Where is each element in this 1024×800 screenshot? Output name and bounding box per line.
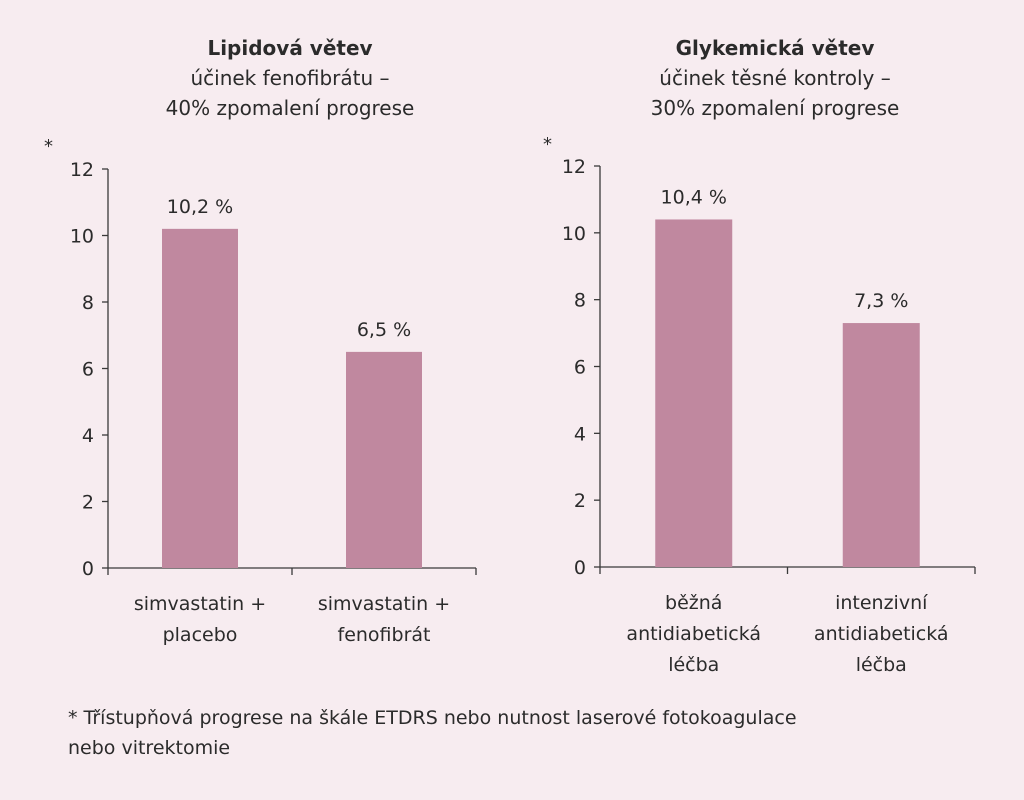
y-tick-label: 4 [574, 423, 586, 445]
footnote: * Třístupňová progrese na škále ETDRS ne… [68, 703, 948, 763]
data-label: 7,3 % [854, 290, 908, 312]
y-axis-label: * [543, 134, 552, 155]
y-tick-label: 6 [82, 359, 94, 381]
footnote-line2: nebo vitrektomie [68, 737, 231, 759]
y-tick-label: 2 [82, 492, 94, 514]
bar [162, 228, 238, 568]
chart-subtitle-line2: 30% zpomalení progrese [650, 96, 900, 120]
x-category-label: běžná [665, 592, 722, 614]
y-tick-label: 0 [82, 558, 94, 580]
y-tick-label: 12 [562, 156, 586, 178]
chart-title-glycemic: Glykemická větev účinek těsné kontroly –… [585, 33, 965, 123]
bar [346, 351, 422, 568]
y-tick-label: 2 [574, 490, 586, 512]
bar-chart-glycemic: 0 2 4 6 8 10 12 * 10,4 % běžná antidiabetická léčba… [543, 134, 976, 676]
x-category-label: léčba [668, 654, 719, 676]
bar [655, 219, 733, 567]
x-category-label: placebo [163, 624, 238, 646]
bar [842, 323, 920, 567]
chart-title-lipid: Lipidová větev účinek fenofibrátu – 40% … [100, 33, 480, 123]
chart-subtitle-line2: 40% zpomalení progrese [165, 96, 415, 120]
y-tick-label: 0 [574, 557, 586, 579]
chart-subtitle-line1: účinek těsné kontroly – [659, 66, 891, 90]
chart-title: Lipidová větev [207, 36, 373, 60]
y-axis-label: * [44, 136, 53, 157]
x-category-label: simvastatin + [134, 593, 266, 615]
y-tick-label: 10 [70, 226, 94, 248]
x-category-label: léčba [856, 654, 907, 676]
data-label: 6,5 % [357, 319, 411, 341]
chart-subtitle-line1: účinek fenofibrátu – [190, 66, 390, 90]
bar-chart-lipid: 0 2 4 6 8 10 12 * 10,2 % simvastatin + placebo 6,5 … [44, 136, 477, 646]
x-category-label: antidiabetická [626, 623, 761, 645]
data-label: 10,4 % [661, 186, 727, 208]
data-label: 10,2 % [167, 196, 233, 218]
x-category-label: antidiabetická [814, 623, 949, 645]
y-tick-label: 8 [82, 292, 94, 314]
x-category-label: fenofibrát [338, 624, 431, 646]
y-tick-label: 4 [82, 425, 94, 447]
y-tick-label: 6 [574, 357, 586, 379]
footnote-line1: * Třístupňová progrese na škále ETDRS ne… [68, 707, 797, 729]
x-category-label: simvastatin + [318, 593, 450, 615]
y-tick-label: 12 [70, 159, 94, 181]
y-tick-label: 8 [574, 290, 586, 312]
y-tick-label: 10 [562, 223, 586, 245]
chart-title: Glykemická větev [675, 36, 875, 60]
x-category-label: intenzivní [835, 592, 928, 614]
